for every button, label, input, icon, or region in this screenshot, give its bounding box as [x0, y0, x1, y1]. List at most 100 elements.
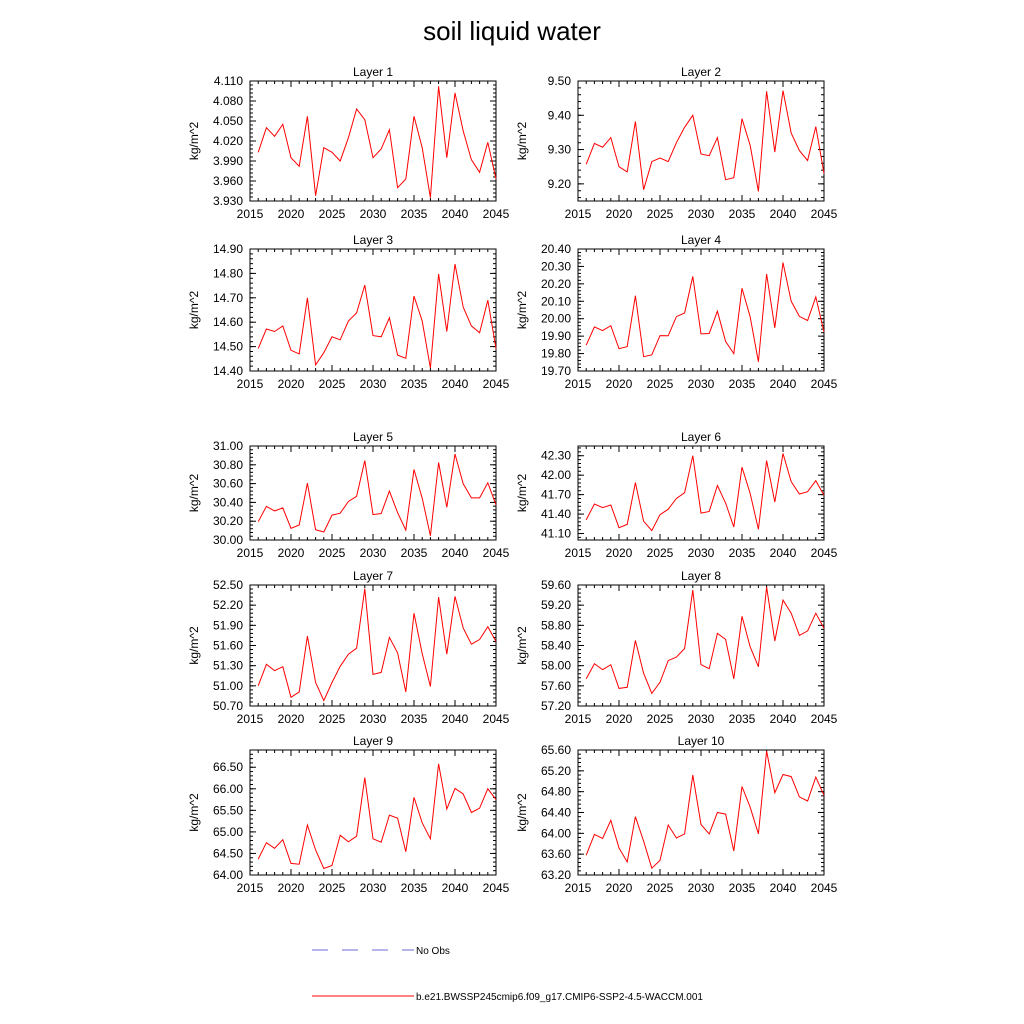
- series-line: [585, 750, 825, 870]
- y-axis-label: kg/m^2: [515, 474, 529, 513]
- x-tick-label: 2040: [442, 712, 469, 726]
- y-tick-label: 65.20: [541, 764, 571, 778]
- legend-obs-label: No Obs: [416, 946, 450, 957]
- x-tick-label: 2020: [606, 881, 633, 895]
- panel-layer-10: Layer 10 2015 2020 2025 2030 2035 2040 2045 63.2…: [515, 734, 838, 895]
- x-tick-label: 2045: [811, 546, 838, 560]
- x-tick-label: 2030: [688, 546, 715, 560]
- x-tick-label: 2025: [319, 377, 346, 391]
- y-tick-label: 41.40: [541, 507, 571, 521]
- legend-model-label: b.e21.BWSSP245cmip6.f09_g17.CMIP6-SSP2-4…: [416, 992, 703, 1003]
- y-tick-label: 51.60: [213, 639, 243, 653]
- x-tick-label: 2015: [565, 881, 592, 895]
- x-tick-label: 2035: [729, 377, 756, 391]
- x-tick-label: 2040: [770, 881, 797, 895]
- y-tick-label: 3.960: [213, 174, 243, 188]
- x-tick-label: 2045: [483, 546, 510, 560]
- series-line: [257, 264, 497, 369]
- x-tick-label: 2040: [770, 377, 797, 391]
- x-tick-label: 2030: [688, 377, 715, 391]
- panel-layer-2: Layer 2 2015 2020 2025 2030 2035 2040 2045 9.20 9…: [515, 65, 838, 221]
- x-tick-label: 2045: [483, 377, 510, 391]
- y-tick-label: 59.20: [541, 598, 571, 612]
- series-line: [257, 86, 497, 198]
- series-line: [585, 586, 825, 695]
- x-tick-label: 2045: [483, 881, 510, 895]
- x-tick-label: 2025: [647, 712, 674, 726]
- y-tick-label: 4.020: [213, 134, 243, 148]
- series-line: [585, 453, 825, 532]
- y-tick-label: 19.70: [541, 364, 571, 378]
- plot-frame: [577, 80, 825, 202]
- y-axis-label: kg/m^2: [187, 793, 201, 832]
- y-tick-label: 30.80: [213, 458, 243, 472]
- y-tick-label: 14.90: [213, 242, 243, 256]
- x-tick-label: 2025: [647, 881, 674, 895]
- x-tick-label: 2035: [401, 207, 428, 221]
- y-tick-label: 20.40: [541, 242, 571, 256]
- plot-frame: [249, 445, 497, 541]
- x-tick-label: 2015: [565, 546, 592, 560]
- panel-title: Layer 9: [353, 734, 393, 748]
- y-tick-label: 64.50: [213, 846, 243, 860]
- y-tick-label: 14.70: [213, 291, 243, 305]
- x-tick-label: 2030: [688, 207, 715, 221]
- x-tick-label: 2025: [647, 377, 674, 391]
- plot-frame: [577, 584, 825, 707]
- y-tick-label: 30.20: [213, 514, 243, 528]
- y-tick-label: 51.30: [213, 659, 243, 673]
- y-tick-label: 65.50: [213, 803, 243, 817]
- x-tick-label: 2035: [401, 377, 428, 391]
- x-tick-label: 2040: [770, 546, 797, 560]
- y-tick-label: 14.60: [213, 315, 243, 329]
- y-tick-label: 64.00: [213, 868, 243, 882]
- figure-title: soil liquid water: [423, 16, 601, 46]
- y-tick-label: 64.00: [541, 826, 571, 840]
- series-line: [257, 588, 497, 702]
- x-tick-label: 2030: [360, 546, 387, 560]
- series-line: [585, 262, 825, 362]
- y-tick-label: 66.50: [213, 760, 243, 774]
- panel-layer-6: Layer 6 2015 2020 2025 2030 2035 2040 2045 41.10…: [515, 430, 838, 560]
- y-axis-label: kg/m^2: [187, 122, 201, 161]
- x-tick-label: 2040: [442, 207, 469, 221]
- x-tick-label: 2040: [442, 881, 469, 895]
- x-tick-label: 2015: [237, 881, 264, 895]
- y-tick-label: 4.080: [213, 94, 243, 108]
- x-tick-label: 2040: [442, 546, 469, 560]
- panel-title: Layer 1: [353, 65, 393, 79]
- y-tick-label: 42.30: [541, 449, 571, 463]
- x-tick-label: 2045: [811, 207, 838, 221]
- x-tick-label: 2045: [811, 712, 838, 726]
- x-tick-label: 2020: [278, 546, 305, 560]
- x-tick-label: 2040: [770, 207, 797, 221]
- y-tick-label: 41.70: [541, 488, 571, 502]
- y-tick-label: 64.80: [541, 785, 571, 799]
- x-tick-label: 2030: [688, 712, 715, 726]
- panels-group: Layer 1 2015 2020 2025 2030 2035 2040 2045 3.930…: [187, 65, 838, 895]
- x-tick-label: 2035: [401, 881, 428, 895]
- panel-layer-7: Layer 7 2015 2020 2025 2030 2035 2040 2045 50.70…: [187, 569, 510, 726]
- panel-layer-9: Layer 9 2015 2020 2025 2030 2035 2040 2045 64.00…: [187, 734, 510, 895]
- x-tick-label: 2020: [278, 881, 305, 895]
- y-tick-label: 9.50: [548, 74, 572, 88]
- y-tick-label: 65.00: [213, 825, 243, 839]
- x-tick-label: 2045: [811, 881, 838, 895]
- panel-layer-5: Layer 5 2015 2020 2025 2030 2035 2040 2045 30.00…: [187, 430, 510, 560]
- x-tick-label: 2035: [729, 881, 756, 895]
- y-tick-label: 9.40: [548, 108, 572, 122]
- x-tick-label: 2045: [483, 712, 510, 726]
- panel-title: Layer 7: [353, 569, 393, 583]
- y-tick-label: 51.00: [213, 679, 243, 693]
- y-tick-label: 20.30: [541, 259, 571, 273]
- x-tick-label: 2015: [237, 712, 264, 726]
- y-tick-label: 63.60: [541, 847, 571, 861]
- y-axis-label: kg/m^2: [187, 626, 201, 665]
- y-tick-label: 65.60: [541, 743, 571, 757]
- x-tick-label: 2030: [360, 881, 387, 895]
- x-tick-label: 2025: [319, 881, 346, 895]
- x-tick-label: 2020: [278, 207, 305, 221]
- plot-frame: [577, 445, 825, 541]
- y-tick-label: 57.20: [541, 699, 571, 713]
